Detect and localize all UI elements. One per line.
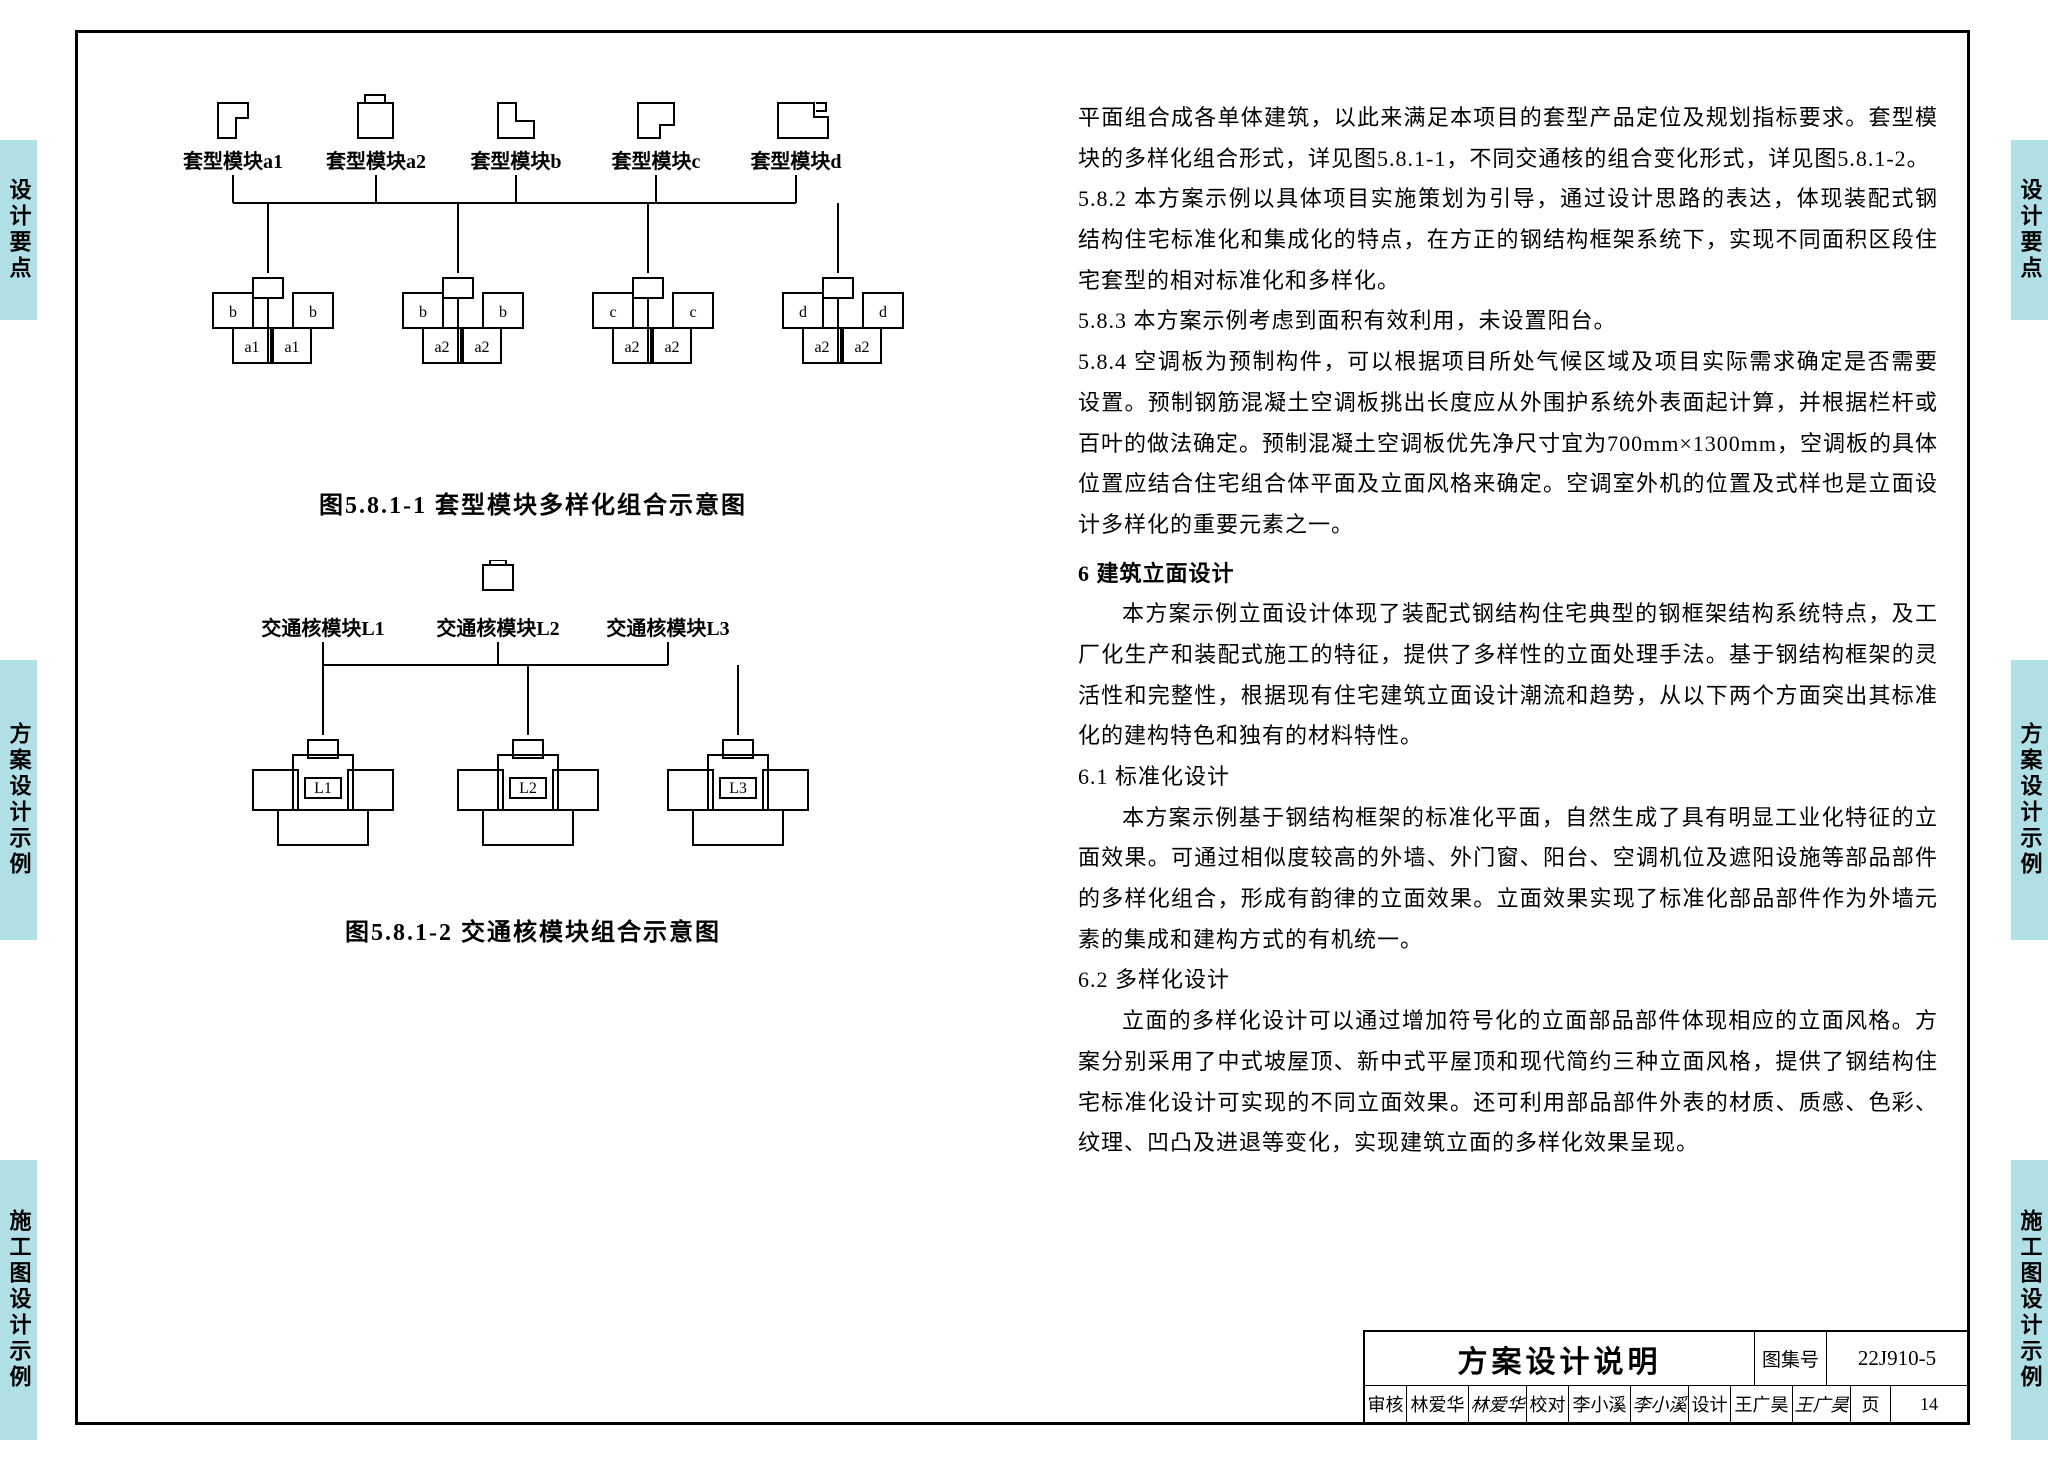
svg-text:a2: a2 [664,339,679,356]
code-value: 22J910-5 [1827,1332,1967,1385]
para-5-8-3: 5.8.3 本方案示例考虑到面积有效利用，未设置阳台。 [1078,301,1938,342]
mod-c-label: 套型模块c [612,149,701,173]
svg-text:a1: a1 [284,339,299,356]
para-5-8-2: 5.8.2 本方案示例以具体项目实施策划为引导，通过设计思路的表达，体现装配式钢… [1078,179,1938,301]
page-frame: 套型模块a1 套型模块a2 套型模块b 套型模块c 套型模块d [75,30,1970,1425]
para-5-8-1: 平面组合成各单体建筑，以此来满足本项目的套型产品定位及规划指标要求。套型模块的多… [1078,98,1938,179]
sheet-title: 方案设计说明 [1365,1332,1755,1385]
mod-a2-label: 套型模块a2 [326,149,426,173]
svg-text:a2: a2 [814,339,829,356]
heading-6: 6 建筑立面设计 [1078,554,1938,595]
check-name: 李小溪 [1569,1386,1631,1422]
svg-text:L1: L1 [314,780,332,797]
figure-2: 交通核模块L1 交通核模块L2 交通核模块L3 L1 L2 L3 图5.8.1-2 … [98,560,968,947]
mod-a1-label: 套型模块a1 [183,149,283,173]
design-label: 设计 [1689,1386,1731,1422]
design-sig: 王广昊 [1793,1386,1851,1422]
review-sig: 林爱华 [1469,1386,1527,1422]
mod-d-label: 套型模块d [750,149,841,173]
f2-l3-label: 交通核模块L3 [606,616,729,640]
svg-text:b: b [229,304,237,321]
side-tab-left-3: 施工图设计示例 [0,1160,37,1440]
svg-text:c: c [609,304,616,321]
mod-b-label: 套型模块b [470,149,561,173]
side-tab-right-2: 方案设计示例 [2011,660,2048,940]
side-tab-right-1: 设计要点 [2011,140,2048,320]
side-tab-left-1: 设计要点 [0,140,37,320]
f2-l1-label: 交通核模块L1 [261,616,384,640]
figure-2-svg: 交通核模块L1 交通核模块L2 交通核模块L3 L1 L2 L3 [98,560,968,900]
design-name: 王广昊 [1731,1386,1793,1422]
para-6-1: 本方案示例基于钢结构框架的标准化平面，自然生成了具有明显工业化特征的立面效果。可… [1078,798,1938,961]
right-panel: 平面组合成各单体建筑，以此来满足本项目的套型产品定位及规划指标要求。套型模块的多… [1078,98,1938,1164]
svg-text:a2: a2 [474,339,489,356]
svg-text:L3: L3 [729,780,747,797]
check-sig: 李小溪 [1631,1386,1689,1422]
review-label: 审核 [1365,1386,1407,1422]
figure-1-caption: 图5.8.1-1 套型模块多样化组合示意图 [98,485,968,520]
page-number: 14 [1891,1386,1967,1422]
f2-l2-label: 交通核模块L2 [436,616,559,640]
svg-text:a1: a1 [244,339,259,356]
svg-text:d: d [799,304,807,321]
heading-6-2: 6.2 多样化设计 [1078,960,1938,1001]
para-5-8-4: 5.8.4 空调板为预制构件，可以根据项目所处气候区域及项目实际需求确定是否需要… [1078,342,1938,545]
left-panel: 套型模块a1 套型模块a2 套型模块b 套型模块c 套型模块d [98,93,968,947]
heading-6-1: 6.1 标准化设计 [1078,757,1938,798]
figure-1: 套型模块a1 套型模块a2 套型模块b 套型模块c 套型模块d [98,93,968,520]
svg-text:a2: a2 [624,339,639,356]
svg-text:d: d [879,304,887,321]
svg-text:a2: a2 [854,339,869,356]
check-label: 校对 [1527,1386,1569,1422]
para-6-2: 立面的多样化设计可以通过增加符号化的立面部品部件体现相应的立面风格。方案分别采用… [1078,1001,1938,1164]
svg-text:b: b [499,304,507,321]
svg-text:b: b [419,304,427,321]
svg-text:c: c [689,304,696,321]
svg-text:b: b [309,304,317,321]
page-label: 页 [1851,1386,1891,1422]
svg-text:a2: a2 [434,339,449,356]
para-6-intro: 本方案示例立面设计体现了装配式钢结构住宅典型的钢框架结构系统特点，及工厂化生产和… [1078,594,1938,757]
side-tab-left-2: 方案设计示例 [0,660,37,940]
title-block: 方案设计说明 图集号 22J910-5 审核 林爱华 林爱华 校对 李小溪 李小… [1363,1330,1967,1422]
review-name: 林爱华 [1407,1386,1469,1422]
figure-1-svg: 套型模块a1 套型模块a2 套型模块b 套型模块c 套型模块d [98,93,968,473]
figure-2-caption: 图5.8.1-2 交通核模块组合示意图 [98,912,968,947]
svg-text:L2: L2 [519,780,537,797]
side-tab-right-3: 施工图设计示例 [2011,1160,2048,1440]
code-label: 图集号 [1755,1332,1827,1385]
